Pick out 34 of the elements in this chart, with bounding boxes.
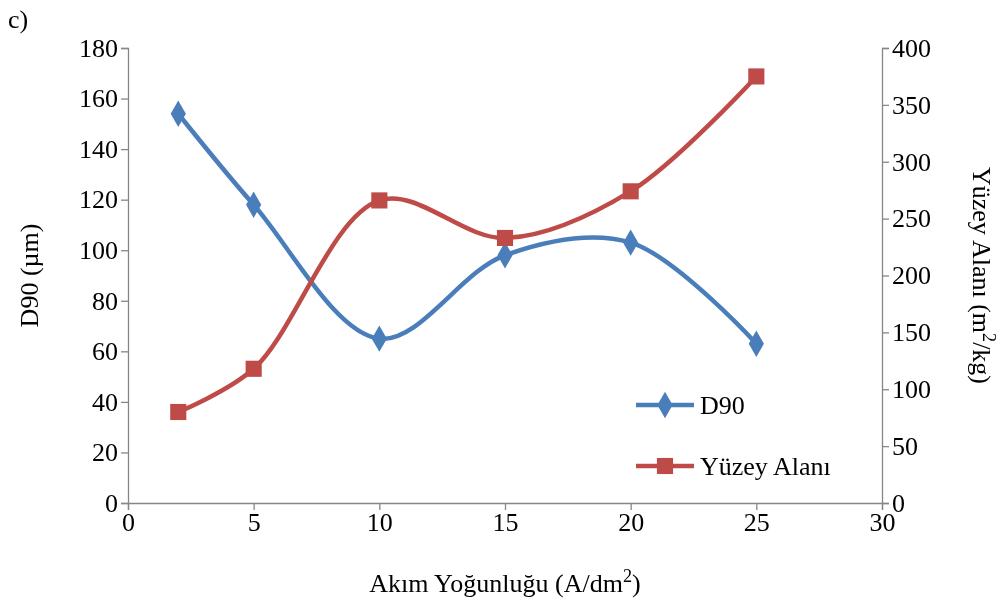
point bbox=[170, 403, 187, 421]
x-tick-label: 20 bbox=[618, 508, 645, 538]
x-axis-title: Akım Yoğunluğu (A/dm$^{2}$) bbox=[369, 566, 641, 598]
point bbox=[496, 229, 514, 247]
y-axis-title: D90 (µm) bbox=[15, 223, 44, 328]
y-tick-label: 80 bbox=[92, 286, 118, 316]
point bbox=[748, 68, 765, 85]
point bbox=[245, 360, 262, 377]
legend-label: Yüzey Alanı bbox=[700, 452, 831, 481]
y-tick-label: 100 bbox=[79, 236, 118, 266]
y2-tick-label: 300 bbox=[892, 147, 931, 177]
x-tick-label: 5 bbox=[247, 508, 261, 538]
y-tick-label: 160 bbox=[79, 84, 118, 114]
point bbox=[622, 183, 639, 200]
y2-tick-label: 250 bbox=[892, 204, 931, 234]
text: c) bbox=[8, 5, 29, 34]
y2-tick-label: 400 bbox=[892, 33, 931, 63]
y2-tick-label: 50 bbox=[892, 431, 918, 461]
point bbox=[371, 192, 388, 209]
x-tick-label: 15 bbox=[492, 508, 519, 538]
y2-tick-label: 100 bbox=[892, 375, 931, 405]
y-tick-label: 140 bbox=[79, 134, 118, 164]
x-tick-label: 25 bbox=[743, 508, 770, 538]
y-tick-label: 120 bbox=[79, 185, 118, 215]
y-tick-label: 40 bbox=[92, 387, 118, 417]
y-tick-label: 60 bbox=[92, 337, 118, 367]
legend-label: D90 bbox=[700, 391, 745, 420]
y-tick-label: 0 bbox=[105, 488, 118, 518]
y2-tick-label: 350 bbox=[892, 90, 931, 120]
x-tick-label: 10 bbox=[366, 508, 393, 538]
y2-tick-label: 200 bbox=[892, 261, 931, 291]
y-tick-label: 180 bbox=[79, 33, 118, 63]
y-tick-label: 20 bbox=[92, 438, 118, 468]
y2-tick-label: 150 bbox=[892, 318, 931, 348]
